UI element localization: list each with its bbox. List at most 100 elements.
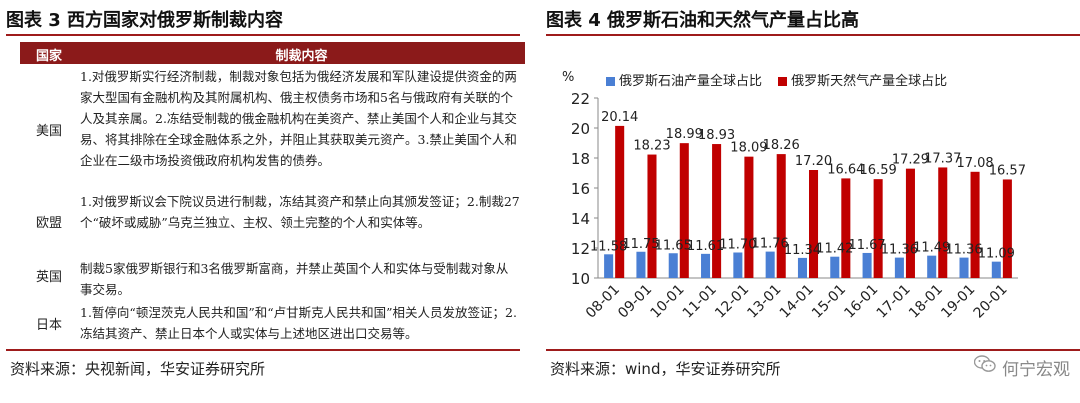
row-text-uk: 制裁5家俄罗斯银行和3名俄罗斯富商，并禁止英国个人和实体与受制裁对象从事交易。 <box>80 261 509 297</box>
row-text-eu: 1.对俄罗斯议会下院议员进行制裁，冻结其资产和禁止向其颁发签证；2.制裁27个“… <box>80 194 520 230</box>
left-title-rule <box>6 34 520 36</box>
bar-oil <box>668 253 678 278</box>
y-tick-label: 18 <box>571 150 590 168</box>
data-label-oil: 11.36 <box>881 243 918 258</box>
x-tick-label: 17-01 <box>874 282 914 322</box>
y-tick-label: 10 <box>571 270 590 288</box>
bar-gas <box>938 167 948 278</box>
bar-gas <box>679 143 689 278</box>
data-label-gas: 17.29 <box>892 153 929 168</box>
sanctions-panel: 图表 3 西方国家对俄罗斯制裁内容 国家 制裁内容 美国 1.对俄罗斯实行经济制… <box>0 0 525 403</box>
data-label-oil: 11.61 <box>687 239 724 254</box>
wechat-icon <box>974 355 996 379</box>
bar-gas <box>873 179 883 278</box>
bar-oil <box>604 254 614 278</box>
x-tick-label: 14-01 <box>777 282 817 322</box>
data-label-gas: 16.59 <box>860 163 897 178</box>
data-label-oil: 11.36 <box>945 243 982 258</box>
legend-item-oil: 俄罗斯石油产量全球占比 <box>606 70 762 89</box>
right-title-rule <box>546 34 1080 36</box>
left-source-rule <box>6 349 520 351</box>
data-label-gas: 17.20 <box>795 154 832 169</box>
bar-gas <box>841 178 851 278</box>
header-country: 国家 <box>35 49 62 64</box>
right-source-rule <box>546 349 1080 351</box>
data-label-gas: 16.57 <box>989 163 1026 178</box>
watermark-text: 何宁宏观 <box>1002 360 1070 380</box>
data-label-oil: 11.34 <box>784 243 821 258</box>
legend-swatch-oil <box>606 77 615 86</box>
data-label-gas: 17.08 <box>956 156 993 171</box>
bar-gas <box>1002 179 1012 278</box>
data-label-gas: 16.64 <box>827 162 864 177</box>
row-country-us: 美国 <box>35 124 62 139</box>
row-country-uk: 英国 <box>35 270 62 285</box>
y-unit-label: % <box>562 70 575 85</box>
bar-gas <box>776 154 786 278</box>
x-tick-label: 19-01 <box>938 282 978 322</box>
header-content: 制裁内容 <box>275 49 328 64</box>
chart-panel: 图表 4 俄罗斯石油和天然气产量占比高 % 俄罗斯石油产量全球占比 俄罗斯天然气… <box>540 0 1080 403</box>
row-text-us: 1.对俄罗斯实行经济制裁，制裁对象包括为俄经济发展和军队建设提供资金的两家大型国… <box>80 69 517 168</box>
bar-gas <box>744 156 754 278</box>
y-tick-label: 20 <box>571 120 590 138</box>
y-tick-label: 12 <box>571 240 590 258</box>
x-tick-label: 16-01 <box>841 282 881 322</box>
left-source: 资料来源：央视新闻，华安证券研究所 <box>10 360 266 378</box>
data-label-oil: 11.58 <box>590 239 627 254</box>
data-label-oil: 11.67 <box>848 238 885 253</box>
bar-chart: 1012141618202211.5820.1408-0111.7518.230… <box>571 90 1026 322</box>
bar-oil <box>701 253 711 278</box>
x-tick-label: 09-01 <box>615 282 655 322</box>
bar-oil <box>765 251 775 278</box>
row-country-jp: 日本 <box>35 318 62 333</box>
data-label-gas: 18.26 <box>763 138 800 153</box>
data-label-gas: 18.23 <box>633 139 670 154</box>
bar-gas <box>712 144 722 278</box>
row-text-jp: 1.暂停向“顿涅茨克人民共和国”和“卢甘斯克人民共和国”相关人员发放签证；2.冻… <box>80 305 517 341</box>
legend-swatch-gas <box>778 77 788 86</box>
right-source: 资料来源：wind，华安证券研究所 <box>550 360 781 378</box>
bar-oil <box>797 257 807 278</box>
x-tick-label: 10-01 <box>648 282 688 322</box>
bar-gas <box>905 168 915 278</box>
right-figure-title: 图表 4 俄罗斯石油和天然气产量占比高 <box>546 10 860 31</box>
bar-oil <box>636 251 646 278</box>
bar-gas <box>809 170 819 278</box>
y-tick-label: 14 <box>571 210 590 228</box>
legend-label-oil: 俄罗斯石油产量全球占比 <box>619 74 763 89</box>
bar-oil <box>830 256 840 278</box>
bar-gas <box>970 171 980 278</box>
x-tick-label: 12-01 <box>712 282 752 322</box>
data-label-oil: 11.70 <box>719 238 756 253</box>
data-label-oil: 11.65 <box>655 238 692 253</box>
data-label-oil: 11.09 <box>978 247 1015 262</box>
left-figure-title: 图表 3 西方国家对俄罗斯制裁内容 <box>6 10 284 31</box>
data-label-oil: 11.42 <box>816 242 853 257</box>
data-label-oil: 11.75 <box>622 237 659 252</box>
bar-oil <box>959 257 969 278</box>
bar-oil <box>991 261 1001 278</box>
bar-oil <box>862 252 872 278</box>
watermark: 何宁宏观 <box>974 355 1070 380</box>
bar-gas <box>647 154 657 278</box>
table-header: 国家 制裁内容 <box>20 42 525 64</box>
data-label-gas: 17.37 <box>924 151 961 166</box>
legend-item-gas: 俄罗斯天然气产量全球占比 <box>778 70 947 89</box>
row-country-eu: 欧盟 <box>35 216 62 231</box>
y-tick-label: 16 <box>571 180 590 198</box>
data-label-gas: 18.93 <box>698 128 735 143</box>
x-tick-label: 11-01 <box>680 282 720 322</box>
data-label-oil: 11.49 <box>913 241 950 256</box>
x-tick-label: 18-01 <box>906 282 946 322</box>
data-label-oil: 11.76 <box>752 237 789 252</box>
y-tick-label: 22 <box>571 90 590 108</box>
data-label-gas: 18.09 <box>730 141 767 156</box>
bar-oil <box>733 252 743 278</box>
data-label-gas: 18.99 <box>666 127 703 142</box>
chart-legend: 俄罗斯石油产量全球占比 俄罗斯天然气产量全球占比 <box>606 70 959 89</box>
legend-label-gas: 俄罗斯天然气产量全球占比 <box>791 74 948 89</box>
x-tick-label: 13-01 <box>744 282 784 322</box>
x-tick-label: 20-01 <box>971 282 1011 322</box>
x-tick-label: 15-01 <box>809 282 849 322</box>
